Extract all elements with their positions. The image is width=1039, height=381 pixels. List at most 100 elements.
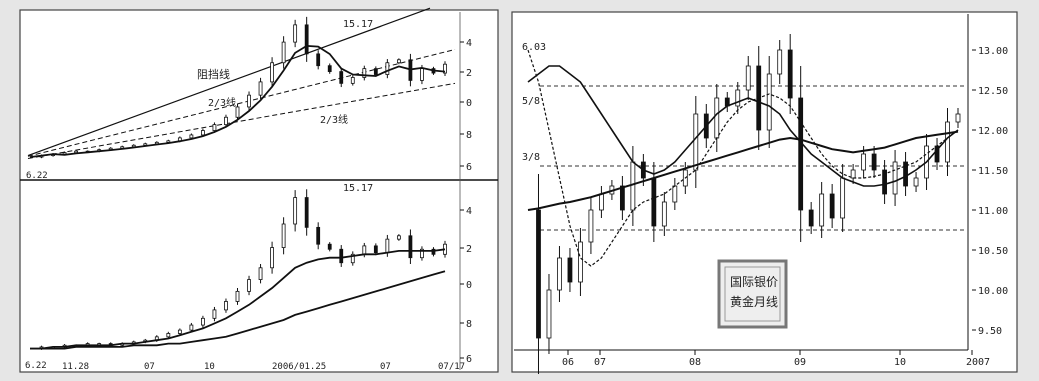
tl-candle — [304, 24, 309, 55]
title-stamp: 国际 银价 黄金 月线 — [717, 259, 788, 329]
r-candle — [861, 153, 867, 171]
tl-candle — [224, 116, 228, 126]
r-candle — [651, 177, 657, 227]
r-candle — [777, 49, 783, 75]
r-candle — [599, 193, 604, 211]
stamp-text-2: 银价 — [754, 275, 778, 289]
bl-candle — [177, 329, 182, 334]
bl-x-tick-label: 07/17 — [438, 362, 465, 372]
tl-candle — [247, 94, 251, 108]
r-y-tick-label: 9.50 — [978, 326, 1002, 337]
tl-resistance-label: 阻挡线 — [197, 67, 230, 81]
tl-candle — [293, 24, 298, 43]
top-left-panel: 4 2 0 8 6 — [27, 7, 472, 173]
r-candle — [787, 49, 793, 99]
r-x-tick-label: 09 — [794, 357, 806, 368]
bl-y-tick-label: 8 — [466, 319, 472, 330]
r-candle — [661, 201, 667, 227]
bl-candle — [350, 253, 355, 264]
r-candle — [735, 89, 741, 107]
bl-candle — [339, 248, 344, 264]
bl-candle — [270, 247, 274, 269]
bottom-left-panel: 4 2 0 8 6 11.28 07 10 2006/01.25 07 07/17 — [30, 189, 472, 372]
bl-candle — [362, 245, 367, 255]
r-label-tl: 6.03 — [522, 42, 546, 53]
r-candle — [850, 169, 856, 179]
r-y-tick-label: 12.00 — [978, 126, 1008, 137]
stamp-text-4: 月线 — [754, 295, 778, 309]
bl-candle — [224, 301, 228, 311]
r-candle — [808, 209, 814, 227]
tl-y-tick-label: 0 — [466, 98, 472, 109]
tl-candle — [189, 134, 194, 139]
r-candle — [557, 257, 562, 291]
r-candle — [693, 113, 699, 171]
bl-candle — [258, 267, 263, 280]
r-x-tick-label: 07 — [594, 357, 606, 368]
tl-candle — [443, 63, 447, 74]
bl-x-tick-label: 07 — [380, 362, 391, 372]
r-x-tick-label: 08 — [689, 357, 701, 368]
r-x-tick-label: 10 — [894, 357, 906, 368]
tl-candle — [339, 71, 344, 84]
r-candle — [882, 169, 887, 195]
r-candle — [578, 241, 583, 283]
tl-candle — [385, 62, 390, 75]
bl-candle — [189, 324, 194, 331]
tl-y-tick-label: 2 — [466, 68, 472, 79]
r-candle — [630, 161, 636, 211]
tl-candle — [373, 68, 378, 75]
bl-peak-label: 15.17 — [343, 183, 373, 194]
bl-candle — [235, 290, 240, 302]
r-candle — [913, 177, 919, 187]
resistance-line — [27, 7, 431, 157]
r-candle — [619, 185, 625, 211]
tl-candle — [420, 68, 424, 81]
bl-candle — [396, 235, 401, 240]
bl-candle — [420, 248, 424, 259]
tl-y-tick-label: 6 — [466, 162, 472, 173]
tl-candle — [212, 124, 217, 131]
bl-x-tick-label: 10 — [204, 362, 215, 372]
bl-y-tick-label: 6 — [466, 354, 472, 365]
bl-start-label: 6.22 — [25, 361, 47, 371]
r-candle — [871, 153, 877, 171]
tl-candle — [281, 41, 286, 64]
tl-candle — [350, 77, 355, 84]
bl-ma-medium — [30, 248, 446, 350]
r-y-tick-label: 12.50 — [978, 86, 1008, 97]
tl-moving-average — [29, 44, 446, 158]
bl-candle — [373, 245, 378, 254]
r-candle — [766, 73, 772, 131]
bl-y-tick-label: 2 — [466, 244, 472, 255]
r-y-tick-label: 11.50 — [978, 166, 1008, 177]
r-candle — [798, 97, 804, 211]
r-candle — [840, 177, 846, 219]
bl-candle — [408, 235, 413, 259]
r-y-tick-label: 10.50 — [978, 246, 1008, 257]
bl-candle — [247, 279, 251, 292]
bl-candle — [293, 197, 298, 225]
r-x-tick-label: 06 — [562, 357, 574, 368]
r-candle — [745, 65, 751, 91]
bl-candle — [316, 226, 321, 245]
tl-start-label: 6.22 — [26, 171, 48, 181]
r-candle — [588, 209, 594, 243]
bl-candle — [166, 333, 171, 338]
tl-y-tick-label: 4 — [466, 38, 472, 49]
r-x-tick-label: 2007 — [966, 357, 990, 368]
bl-y-tick-label: 0 — [466, 280, 472, 291]
r-candle — [955, 113, 961, 123]
tl-candle — [201, 130, 205, 136]
r-candle — [714, 97, 720, 139]
tl-candle — [327, 65, 332, 72]
tl-candle — [235, 106, 240, 118]
stamp-text-3: 黄金 — [730, 294, 754, 309]
bl-y-tick-label: 4 — [466, 206, 472, 217]
r-candle — [829, 193, 835, 219]
bl-x-tick-label: 11.28 — [62, 362, 89, 372]
right-panel: 13.00 12.50 12.00 11.50 11.00 10.50 10.00 9.50 0… — [527, 34, 1008, 374]
bl-x-tick-label: 2006/01.25 — [272, 362, 326, 372]
r-trend-line — [527, 130, 959, 211]
